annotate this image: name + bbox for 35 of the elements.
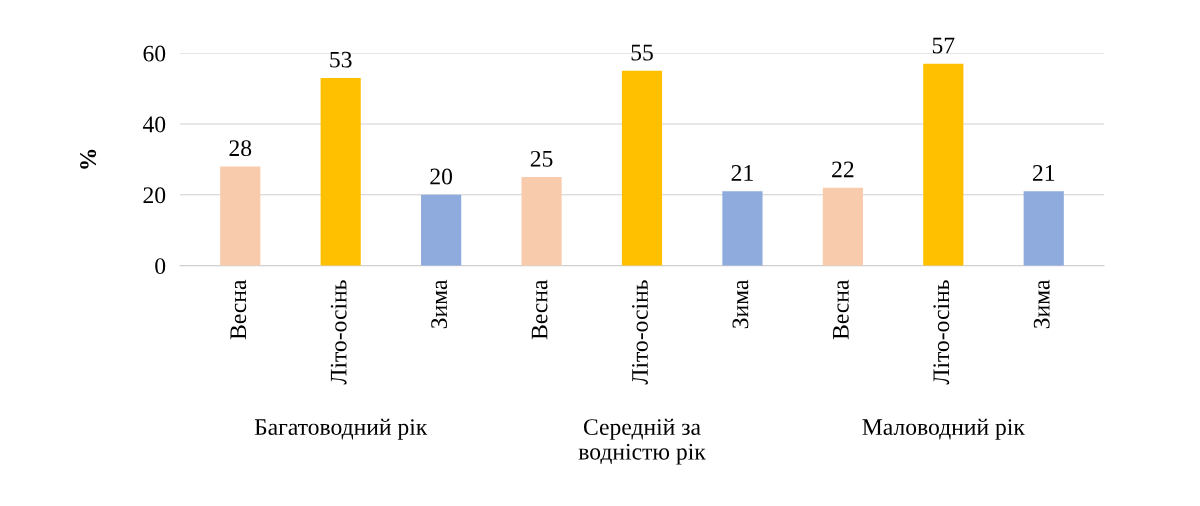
bar [923,63,964,266]
y-axis-title: % [80,149,97,169]
x-tick-label: Літо-осінь [933,280,950,385]
bar [521,177,562,266]
data-label: 55 [631,44,653,61]
data-label: 53 [330,51,352,68]
bar [621,70,663,266]
bar [220,166,261,266]
x-tick-label: Зима [431,279,448,329]
x-tick-label: Весна [230,279,247,340]
y-tick-label: 40 [142,116,166,133]
y-tick-label: 0 [155,258,166,275]
x-tick-label: Весна [531,279,548,340]
y-tick-label: 20 [143,187,166,204]
text: Середній за водністю рік [578,418,706,465]
data-label: 22 [832,161,854,178]
x-tick-label: Літо-осінь [330,280,347,385]
x-tick-label: Весна [833,279,849,340]
bar [822,187,863,266]
bar [1023,191,1064,266]
data-label: 21 [731,165,753,181]
text: Маловодний рік [862,418,1025,440]
text: Багатоводний рік [254,418,428,440]
data-label: 28 [229,140,252,157]
x-tick-label: Зима [1033,279,1050,329]
y-tick-label: 60 [143,45,166,62]
bar [320,77,361,266]
x-tick-label: Літо-осінь [632,280,648,385]
bar [722,191,763,266]
bar [421,194,462,266]
data-label: 21 [1032,165,1055,181]
x-tick-label: Зима [732,279,749,329]
data-label: 25 [530,150,553,167]
data-label: 20 [430,168,453,185]
data-label: 57 [932,37,955,54]
